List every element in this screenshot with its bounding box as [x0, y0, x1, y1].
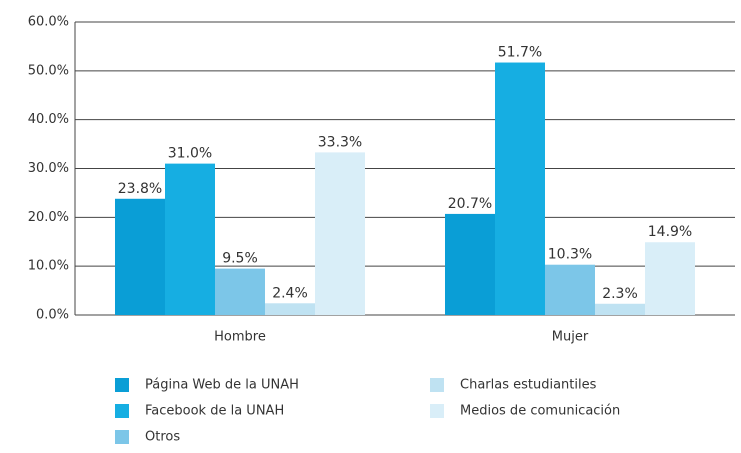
legend-label: Otros: [145, 430, 180, 445]
legend-swatch: [115, 430, 129, 444]
bar: [545, 264, 595, 315]
y-tick-label: 60.0%: [28, 15, 69, 30]
value-label: 33.3%: [318, 134, 362, 150]
bar: [115, 198, 165, 315]
value-label: 9.5%: [222, 251, 258, 267]
value-label: 14.9%: [648, 224, 692, 240]
legend-label: Facebook de la UNAH: [145, 404, 284, 419]
value-label: 31.0%: [168, 146, 212, 162]
bar: [165, 163, 215, 315]
value-label: 10.3%: [548, 247, 592, 263]
value-label: 51.7%: [498, 45, 542, 61]
value-label: 20.7%: [448, 196, 492, 212]
y-tick-label: 0.0%: [36, 308, 69, 323]
y-tick-label: 20.0%: [28, 210, 69, 225]
y-tick-label: 50.0%: [28, 63, 69, 78]
legend-swatch: [115, 378, 129, 392]
legend-swatch: [430, 378, 444, 392]
bar: [645, 242, 695, 315]
legend-label: Medios de comunicación: [460, 404, 620, 419]
legend-swatch: [115, 404, 129, 418]
value-label: 2.4%: [272, 285, 308, 301]
bar: [215, 268, 265, 315]
x-tick-label: Mujer: [552, 330, 589, 345]
legend-label: Charlas estudiantiles: [460, 378, 597, 393]
legend-label: Página Web de la UNAH: [145, 378, 299, 393]
bar: [265, 303, 315, 315]
y-tick-label: 40.0%: [28, 112, 69, 127]
value-label: 2.3%: [602, 286, 638, 302]
bar: [445, 213, 495, 315]
x-tick-label: Hombre: [214, 330, 266, 345]
y-tick-label: 30.0%: [28, 161, 69, 176]
value-label: 23.8%: [118, 181, 162, 197]
legend-swatch: [430, 404, 444, 418]
y-tick-label: 10.0%: [28, 259, 69, 274]
bar: [595, 303, 645, 315]
bar: [315, 152, 365, 315]
bar: [495, 62, 545, 316]
